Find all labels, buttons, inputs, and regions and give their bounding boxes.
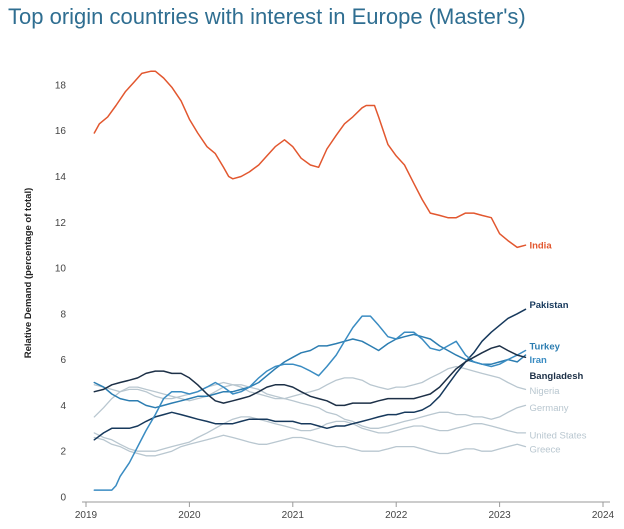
series-line-bangladesh [93,345,527,407]
series-label-greece: Greece [529,444,560,455]
y-axis-label: Relative Demand (percentage of total) [23,188,34,359]
series-label-pakistan: Pakistan [529,300,568,311]
series-label-india: India [529,241,552,252]
x-tick-label: 2023 [488,510,511,521]
series-line-united-states [93,416,527,452]
x-tick-group: 2019 2020 2021 2022 2023 2024 [75,502,615,521]
series-label-nigeria: Nigeria [529,386,560,397]
x-tick-label: 2021 [282,510,305,521]
y-tick-label: 4 [60,401,66,412]
series-label-iran: Iran [529,355,547,366]
x-tick-label: 2024 [592,510,615,521]
x-tick-label: 2022 [385,510,408,521]
y-tick-label: 6 [60,355,66,366]
y-tick-label: 0 [60,493,66,504]
series-line-germany [93,384,527,429]
y-tick-label: 14 [55,172,67,183]
y-tick-label: 18 [55,80,67,91]
y-tick-label: 10 [55,264,67,275]
x-tick-label: 2020 [178,510,201,521]
series-line-pakistan [93,308,527,441]
series-label-group: Nigeria Germany United States Greece India Pa… [529,241,586,456]
series-line-india [93,70,527,249]
series-label-germany: Germany [529,403,568,414]
series-line-nigeria [93,365,527,400]
y-tick-group: 0 2 4 6 8 10 12 14 16 18 [55,80,67,503]
chart-title: Top origin countries with interest in Eu… [8,4,526,29]
series-line-turkey [93,333,527,409]
series-label-turkey: Turkey [529,341,560,352]
series-label-united-states: United States [529,431,586,442]
y-tick-label: 2 [60,447,66,458]
series-line-iran [93,315,527,491]
y-tick-label: 8 [60,309,66,320]
series-line-greece [93,434,527,457]
y-tick-label: 12 [55,218,67,229]
x-tick-label: 2019 [75,510,98,521]
y-tick-label: 16 [55,126,67,137]
series-label-bangladesh: Bangladesh [529,371,583,382]
series-group [93,70,527,491]
